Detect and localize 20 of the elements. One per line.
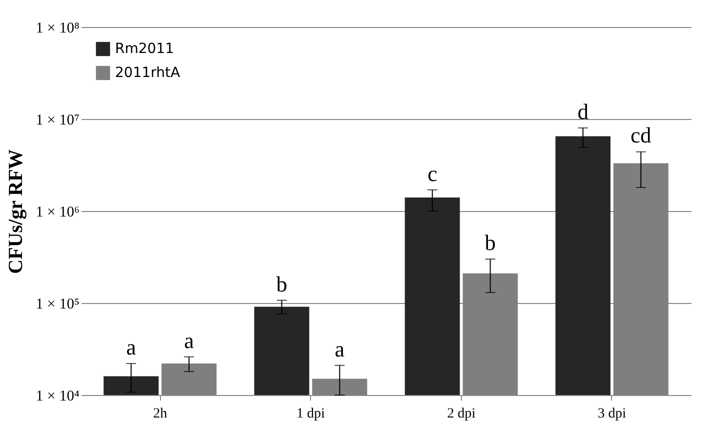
x-tick-label: 2h: [153, 406, 168, 422]
annotation: b: [276, 271, 288, 296]
legend-label: 2011rhtA: [115, 65, 180, 81]
annotation: cd: [630, 122, 652, 148]
x-tick-label: 1 dpi: [296, 406, 325, 422]
annotation: c: [427, 160, 438, 186]
annotation: a: [184, 328, 194, 353]
y-tick-label: 1 × 10⁴: [36, 388, 80, 404]
annotation: a: [334, 336, 345, 362]
y-axis-title: CFUs/gr RFW: [4, 149, 27, 274]
y-tick-label: 1 × 10⁶: [36, 204, 80, 220]
x-tick-label: 3 dpi: [598, 406, 626, 422]
annotation: d: [577, 98, 588, 124]
x-tick-label: 2 dpi: [447, 406, 476, 422]
legend-label: Rm2011: [115, 41, 174, 57]
y-tick-label: 1 × 10⁸: [36, 20, 80, 36]
annotation: b: [484, 230, 496, 256]
y-tick-label: 1 × 10⁵: [36, 296, 80, 312]
annotation: a: [126, 334, 136, 360]
y-tick-label: 1 × 10⁷: [36, 112, 80, 128]
